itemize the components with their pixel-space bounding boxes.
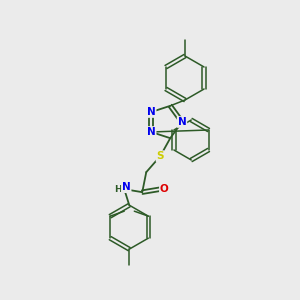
Text: N: N — [122, 182, 130, 192]
Text: N: N — [147, 107, 156, 117]
Text: S: S — [157, 151, 164, 161]
Text: H: H — [114, 185, 122, 194]
Text: O: O — [160, 184, 169, 194]
Text: N: N — [178, 117, 186, 127]
Text: N: N — [147, 127, 156, 137]
